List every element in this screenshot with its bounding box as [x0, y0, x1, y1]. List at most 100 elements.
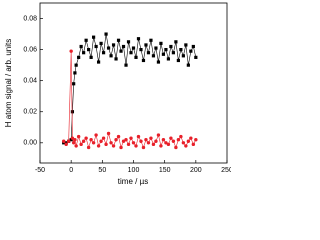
marker	[136, 37, 141, 41]
y-tick-label: 0.08	[23, 15, 37, 22]
marker	[129, 136, 133, 140]
marker	[131, 46, 136, 50]
marker	[139, 139, 143, 143]
marker	[89, 137, 93, 142]
x-tick-label: 150	[159, 167, 171, 174]
marker	[134, 55, 138, 59]
marker	[191, 44, 195, 49]
marker	[104, 32, 108, 36]
series-line	[63, 34, 197, 144]
marker	[151, 142, 156, 147]
marker	[139, 48, 143, 52]
x-tick-label: -50	[35, 167, 45, 174]
series-line	[63, 51, 197, 149]
marker	[73, 137, 77, 142]
marker	[136, 134, 141, 139]
marker	[70, 110, 75, 114]
marker	[159, 41, 163, 45]
marker	[194, 137, 198, 142]
marker	[101, 51, 106, 55]
x-tick-label: 0	[69, 167, 73, 174]
marker	[109, 54, 113, 58]
marker	[84, 136, 88, 140]
marker	[124, 137, 128, 142]
y-axis-title: H atom signal / arb. units	[4, 39, 13, 127]
marker	[181, 141, 186, 145]
marker	[106, 46, 111, 50]
marker	[111, 144, 116, 148]
marker	[194, 55, 198, 59]
marker	[69, 138, 73, 142]
marker	[116, 38, 121, 42]
marker	[179, 48, 183, 52]
marker	[146, 141, 151, 145]
marker	[184, 144, 188, 148]
marker	[81, 139, 86, 143]
marker	[101, 136, 106, 140]
marker	[126, 40, 131, 44]
marker	[141, 58, 146, 63]
marker	[111, 43, 116, 47]
marker	[156, 133, 161, 137]
marker	[76, 134, 81, 139]
marker	[164, 48, 168, 52]
marker	[181, 54, 185, 58]
marker	[184, 43, 188, 47]
x-tick-label: 100	[128, 167, 140, 174]
marker	[61, 139, 66, 143]
marker	[174, 40, 178, 44]
marker	[154, 46, 158, 50]
marker	[72, 82, 76, 86]
marker	[151, 54, 156, 58]
marker	[91, 141, 96, 145]
marker	[96, 144, 101, 148]
marker	[69, 49, 73, 53]
marker	[159, 144, 163, 148]
marker	[96, 60, 101, 64]
marker	[70, 136, 75, 140]
marker	[186, 63, 190, 67]
marker	[64, 142, 68, 147]
y-tick-label: 0.00	[23, 140, 37, 147]
marker	[106, 131, 111, 136]
marker	[121, 44, 126, 49]
marker	[156, 60, 161, 64]
marker	[176, 137, 181, 142]
x-tick-label: 50	[98, 167, 106, 174]
marker	[171, 139, 176, 143]
marker	[109, 141, 113, 145]
marker	[94, 44, 98, 49]
marker	[149, 38, 153, 42]
marker	[79, 44, 83, 49]
plot-frame	[39, 2, 228, 164]
marker	[176, 58, 180, 63]
marker	[164, 141, 168, 145]
marker	[92, 35, 96, 39]
marker	[186, 139, 191, 143]
marker	[71, 141, 76, 145]
chart: time / µs H atom signal / arb. units -50…	[4, 2, 231, 186]
marker	[169, 136, 173, 140]
marker	[116, 134, 121, 139]
marker	[86, 145, 91, 150]
marker	[74, 63, 78, 67]
marker	[174, 145, 178, 150]
marker	[66, 139, 71, 143]
marker	[126, 142, 131, 147]
marker	[87, 48, 91, 52]
marker	[114, 57, 118, 61]
marker	[146, 51, 151, 55]
marker	[179, 134, 183, 139]
marker	[149, 136, 153, 140]
x-tick-label: 200	[190, 167, 202, 174]
marker	[154, 139, 158, 143]
marker	[73, 71, 77, 75]
x-tick-label: 250	[221, 167, 231, 174]
marker	[74, 144, 78, 148]
marker	[161, 137, 166, 142]
marker	[114, 137, 118, 142]
marker	[161, 52, 166, 56]
marker	[119, 49, 123, 53]
marker	[94, 133, 98, 137]
y-tick-label: 0.06	[23, 46, 37, 53]
